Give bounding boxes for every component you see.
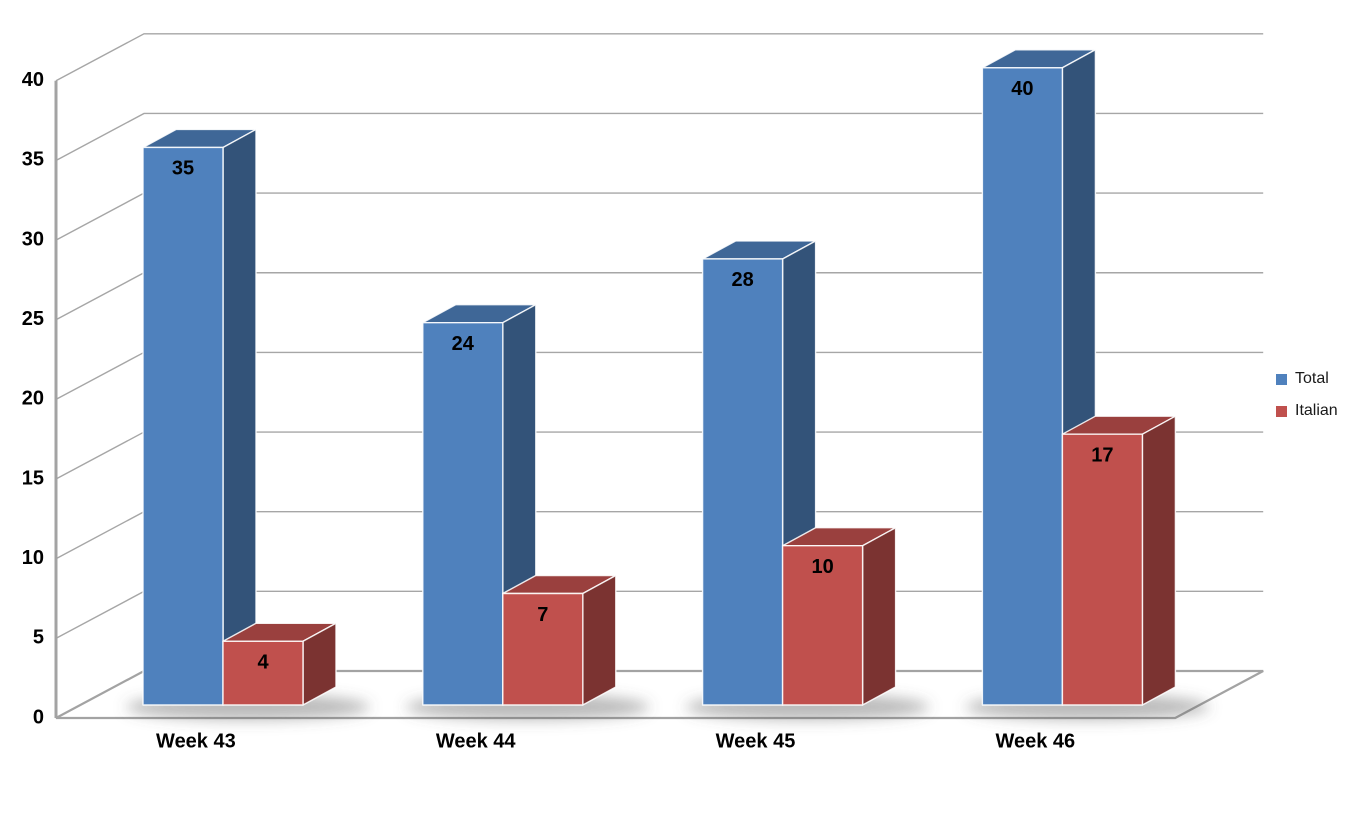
bar-front-face-italian-week-43 [222, 640, 304, 706]
y-tick-label-5: 5 [33, 627, 44, 649]
data-label-italian-week-44: 7 [537, 604, 548, 626]
bar-italian-week-46: 17 [1061, 415, 1177, 706]
y-tick-label-0: 0 [33, 706, 44, 728]
legend-swatch-italian-icon [1276, 405, 1287, 417]
bar-total-week-43: 35 [142, 128, 257, 706]
gridline-40 [55, 33, 1264, 82]
bar-side-face-total-week-43 [222, 128, 257, 706]
category-label-week-43: Week 43 [156, 730, 236, 752]
bar-front-face-total-week-44 [422, 321, 504, 706]
category-label-week-45: Week 45 [716, 730, 796, 752]
y-tick-label-35: 35 [22, 149, 44, 171]
legend-label-total: Total [1295, 370, 1329, 387]
bar-front-face-total-week-43 [142, 146, 224, 706]
data-label-total-week-46: 40 [1011, 78, 1033, 100]
x-axis-category-labels: Week 43 Week 44 Week 45 Week 46 [156, 730, 1075, 752]
category-label-week-46: Week 46 [995, 730, 1075, 752]
category-label-week-44: Week 44 [436, 730, 517, 752]
bar-side-face-italian-week-46 [1141, 415, 1177, 706]
y-tick-label-30: 30 [22, 228, 44, 250]
bar-italian-week-43: 4 [222, 622, 337, 706]
y-tick-label-10: 10 [22, 547, 44, 569]
data-label-total-week-43: 35 [172, 158, 194, 180]
y-tick-label-25: 25 [22, 308, 44, 330]
bar-front-face-total-week-46 [981, 67, 1064, 706]
y-tick-label-20: 20 [22, 388, 44, 410]
bar-italian-week-45: 10 [781, 527, 897, 706]
bar-side-face-italian-week-45 [861, 527, 897, 706]
data-label-total-week-44: 24 [452, 333, 475, 355]
bar-side-face-italian-week-44 [582, 574, 617, 706]
legend-item-italian: Italian [1276, 401, 1338, 421]
legend-item-total: Total [1276, 369, 1338, 389]
legend-label-italian: Italian [1295, 402, 1338, 419]
bar-front-face-italian-week-46 [1061, 433, 1144, 706]
y-tick-label-15: 15 [22, 467, 44, 489]
legend-swatch-total-icon [1276, 373, 1287, 385]
bar-front-face-italian-week-44 [502, 592, 584, 706]
bars: 35 4 24 7 28 10 40 17 [142, 49, 1177, 706]
data-label-italian-week-46: 17 [1091, 444, 1113, 466]
data-label-total-week-45: 28 [731, 269, 753, 291]
bar-front-face-italian-week-45 [781, 545, 864, 706]
y-tick-label-40: 40 [22, 69, 44, 91]
chart-legend: Total Italian [1276, 369, 1338, 421]
bar-italian-week-44: 7 [502, 574, 617, 706]
y-axis-tick-labels: 0 5 10 15 20 25 30 35 40 [22, 69, 44, 728]
data-label-italian-week-43: 4 [257, 652, 269, 674]
gridline-35 [55, 112, 1264, 162]
data-label-italian-week-45: 10 [811, 556, 833, 578]
bar-front-face-total-week-45 [701, 258, 784, 706]
